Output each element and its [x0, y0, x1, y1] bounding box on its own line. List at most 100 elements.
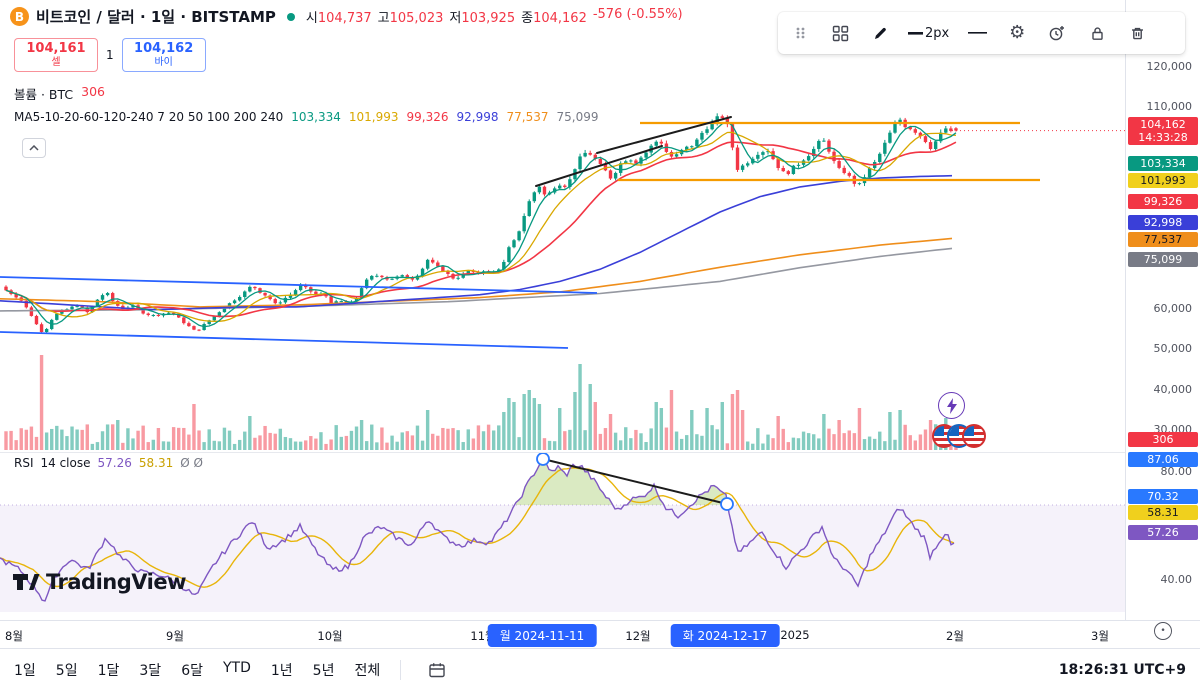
- high-label: 고: [377, 11, 390, 26]
- low-label: 저: [449, 11, 462, 26]
- sell-button[interactable]: 104,161 셀: [14, 38, 98, 72]
- ma-value: 99,326: [406, 110, 449, 124]
- ma-value: 75,099: [556, 110, 599, 124]
- trash-icon[interactable]: [1121, 18, 1153, 48]
- rsi-params: 14 close: [40, 456, 91, 470]
- session-clock[interactable]: 18:26:31 UTC+9: [1058, 662, 1186, 678]
- price-axis-label: 110,000: [1146, 100, 1193, 113]
- ma5-badge: 103,334: [1128, 156, 1198, 171]
- change-value: -576 (-0.55%): [592, 7, 683, 22]
- rsi-drawing-badge: 70.32: [1128, 489, 1198, 504]
- time-axis-tick: 2월: [946, 629, 964, 643]
- range-button-YTD[interactable]: YTD: [222, 660, 251, 676]
- last-price-badge: 104,162 14:33:28: [1128, 117, 1198, 145]
- tradingview-logo[interactable]: TradingView: [12, 570, 186, 594]
- ma-legend[interactable]: MA5-10-20-60-120-240 7 20 50 100 200 240…: [14, 110, 599, 124]
- layout-grid-icon[interactable]: [824, 18, 856, 48]
- range-button-5년[interactable]: 5년: [312, 663, 335, 679]
- quantity-field[interactable]: 1: [106, 48, 114, 62]
- lightning-alert-icon[interactable]: [938, 392, 965, 419]
- ma-title: MA5-10-20-60-120-240 7 20 50 100 200 240: [14, 110, 284, 124]
- toolbar-divider: [400, 660, 402, 680]
- range-button-1달[interactable]: 1달: [97, 663, 120, 679]
- chart-header: B 비트코인 / 달러 · 1일 · BITSTAMP 시104,737 고10…: [10, 6, 683, 27]
- buy-label: 바이: [154, 56, 173, 68]
- close-value: 104,162: [533, 11, 587, 26]
- alert-plus-icon[interactable]: [1041, 18, 1073, 48]
- settings-icon[interactable]: ⚙: [1009, 22, 1026, 43]
- rsi-signal-value: 58.31: [138, 456, 174, 470]
- ma20-badge: 99,326: [1128, 194, 1198, 209]
- ma-value: 101,993: [348, 110, 399, 124]
- date-badge[interactable]: 월 2024-11-11: [487, 624, 597, 647]
- lock-icon[interactable]: [1081, 18, 1113, 48]
- drag-handle-icon[interactable]: [784, 18, 816, 48]
- btc-icon: B: [10, 7, 29, 26]
- sell-label: 셀: [51, 56, 61, 68]
- ma60-badge: 92,998: [1128, 215, 1198, 230]
- line-width-value: 2px: [925, 25, 950, 41]
- open-value: 104,737: [317, 11, 372, 26]
- ma240-badge: 75,099: [1128, 252, 1198, 267]
- pencil-icon[interactable]: [864, 18, 896, 48]
- collapse-legend-button[interactable]: [22, 138, 46, 158]
- tradingview-logo-text: TradingView: [46, 570, 186, 594]
- rsi-extra-values: Ø Ø: [180, 456, 203, 470]
- volume-legend[interactable]: 볼륨 · BTC 306: [14, 84, 105, 103]
- drawing-toolbar: 2px ⚙: [778, 12, 1185, 54]
- ohlc-row: 시104,737 고105,023 저103,925 종104,162 -576…: [306, 7, 683, 26]
- market-status-icon: [286, 12, 295, 21]
- trade-panel: 104,161 셀 1 104,162 바이: [14, 38, 206, 72]
- time-axis[interactable]: 8월 9월 10월 11월 12월 2025 2월 3월 월 2024-11-11 화 2024-…: [0, 620, 1200, 648]
- volume-label: 볼륨 · BTC: [14, 87, 74, 102]
- pane-separator[interactable]: [0, 452, 1125, 453]
- close-label: 종: [521, 11, 534, 26]
- rsi-drawing-badge: 87.06: [1128, 452, 1198, 467]
- volume-badge: 306: [1128, 432, 1198, 447]
- rsi-title: RSI: [14, 456, 34, 470]
- time-axis-tick: 8월: [5, 629, 23, 643]
- time-axis-tick: 2025: [780, 628, 810, 642]
- price-axis[interactable]: 120,000 110,000 60,000 50,000 40,000 30,000 10…: [1125, 0, 1200, 620]
- ma-values: 103,334 101,993 99,326 92,998 77,537 75,099: [291, 110, 598, 124]
- range-button-6달[interactable]: 6달: [181, 663, 203, 679]
- range-button-3달[interactable]: 3달: [139, 663, 162, 679]
- ma10-badge: 101,993: [1128, 173, 1198, 188]
- line-style-icon[interactable]: [961, 18, 993, 48]
- ma-value: 77,537: [506, 110, 549, 124]
- range-button-5일[interactable]: 5일: [55, 663, 78, 679]
- tradingview-logo-icon: [13, 574, 40, 590]
- rsi-scale-label: 40.00: [1160, 573, 1193, 586]
- date-badge[interactable]: 화 2024-12-17: [670, 624, 780, 647]
- open-label: 시: [305, 11, 318, 26]
- rsi-signal-badge: 58.31: [1128, 505, 1198, 520]
- range-button-1년[interactable]: 1년: [270, 663, 293, 679]
- time-axis-tick: 12월: [625, 629, 651, 643]
- event-flag-icon[interactable]: [962, 424, 986, 448]
- range-buttons: 1일 5일 1달 3달 6달 YTD 1년 5년 전체: [14, 660, 380, 680]
- price-axis-label: 40,000: [1153, 382, 1193, 396]
- range-button-전체[interactable]: 전체: [354, 663, 381, 679]
- go-to-date-icon[interactable]: [421, 655, 453, 685]
- line-width-selector[interactable]: 2px: [904, 18, 953, 48]
- rsi-scale-label: 80.00: [1160, 465, 1193, 478]
- symbol-title[interactable]: 비트코인 / 달러 · 1일 · BITSTAMP: [36, 8, 276, 26]
- high-value: 105,023: [389, 11, 444, 26]
- time-axis-tick: 3월: [1091, 629, 1109, 643]
- scale-settings-icon[interactable]: •: [1154, 622, 1172, 640]
- ma-value: 92,998: [456, 110, 499, 124]
- low-value: 103,925: [461, 11, 516, 26]
- buy-price: 104,162: [134, 41, 194, 57]
- price-chart[interactable]: [0, 0, 1125, 620]
- buy-button[interactable]: 104,162 바이: [121, 38, 206, 72]
- time-axis-tick: 10월: [317, 629, 343, 643]
- rsi-legend[interactable]: RSI 14 close 57.26 58.31 Ø Ø: [14, 456, 203, 470]
- range-button-1일[interactable]: 1일: [14, 663, 36, 679]
- bottom-toolbar: 1일 5일 1달 3달 6달 YTD 1년 5년 전체 18:26:31 UTC+9: [0, 648, 1200, 691]
- price-axis-label: 50,000: [1153, 342, 1193, 356]
- volume-value: 306: [81, 84, 105, 99]
- time-axis-tick: 9월: [166, 629, 184, 643]
- rsi-value: 57.26: [97, 456, 132, 470]
- price-axis-label: 60,000: [1153, 301, 1193, 315]
